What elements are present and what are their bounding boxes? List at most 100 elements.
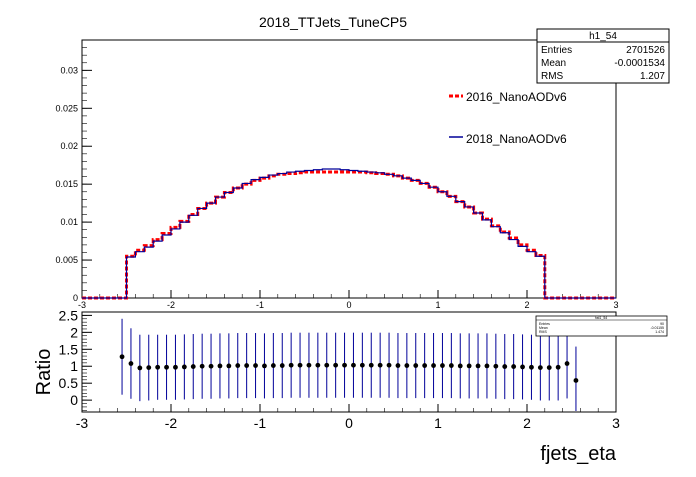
ratio-point — [270, 363, 276, 368]
ratio-axis-label: Ratio — [33, 349, 55, 396]
legend-label-2016: 2016_NanoAODv6 — [466, 90, 567, 104]
legend-label-2018: 2018_NanoAODv6 — [466, 132, 567, 146]
bottom-y-tick-label: 1 — [70, 358, 78, 374]
ratio-point — [262, 363, 267, 369]
bottom-x-tick-label: 2 — [523, 415, 531, 431]
ratio-point — [235, 363, 241, 368]
top-y-tick-label: 0.02 — [60, 141, 78, 151]
top-x-axis: -3 -2 -1 0 1 2 3 — [78, 290, 619, 310]
ratio-point — [190, 364, 196, 369]
ratio-point — [395, 363, 401, 368]
ratio-point — [342, 362, 347, 368]
ratio-point — [226, 363, 232, 369]
mini-entries-value: 90 — [660, 322, 664, 326]
ratio-point — [217, 363, 223, 369]
top-x-tick-label: 3 — [613, 300, 618, 310]
bottom-x-tick-label: -1 — [254, 415, 267, 431]
top-x-tick-label: -3 — [78, 300, 86, 310]
bottom-x-tick-label: -3 — [76, 415, 89, 431]
ratio-point — [288, 362, 294, 368]
histograms — [82, 168, 616, 300]
ratio-point — [315, 362, 321, 368]
top-frame — [81, 39, 617, 299]
ratio-point — [199, 363, 205, 369]
ratio-point — [119, 354, 125, 360]
top-y-tick-label: 0.025 — [55, 103, 78, 113]
ratio-point — [537, 365, 543, 370]
ratio-point — [386, 362, 392, 368]
stats-entries-value: 2701526 — [626, 45, 665, 56]
ratio-point — [146, 365, 152, 370]
ratio-point — [422, 363, 428, 368]
bottom-y-tick-label: 2.5 — [59, 307, 79, 323]
ratio-point — [377, 362, 383, 368]
ratio-point — [413, 363, 419, 368]
ratio-point — [128, 361, 134, 366]
top-y-tick-label: 0.01 — [60, 217, 78, 227]
ratio-point — [511, 364, 517, 369]
ratio-point — [324, 362, 330, 368]
mini-stats-name: hst1_54 — [595, 316, 608, 320]
legend: 2016_NanoAODv6 2018_NanoAODv6 — [449, 90, 567, 146]
stats-mean-value: -0.0001534 — [614, 58, 665, 69]
ratio-point — [564, 361, 570, 366]
mini-rms-label: RMS — [539, 330, 547, 334]
bottom-y-tick-label: 0.5 — [59, 375, 79, 391]
stats-rms-value: 1.207 — [640, 71, 665, 82]
bottom-x-tick-label: 1 — [434, 415, 442, 431]
ratio-point — [520, 364, 525, 370]
mini-mean-value: -0.01155 — [650, 326, 664, 330]
ratio-point — [333, 362, 339, 368]
bottom-x-tick-label: -2 — [165, 415, 178, 431]
bottom-y-tick-label: 0 — [70, 392, 78, 408]
bottom-x-tick-label: 0 — [345, 415, 353, 431]
mini-mean-label: Mean — [539, 326, 548, 330]
ratio-point — [555, 364, 561, 370]
stats-entries-label: Entries — [541, 45, 572, 56]
mini-entries-label: Entries — [539, 322, 550, 326]
top-x-tick-label: 2 — [524, 300, 529, 310]
x-axis-label: fjets_eta — [540, 443, 616, 465]
chart-title: 2018_TTJets_TuneCP5 — [259, 14, 407, 30]
ratio-point — [440, 363, 445, 368]
ratio-point — [431, 363, 436, 368]
stats-box-name: h1_54 — [589, 31, 617, 42]
ratio-point — [208, 363, 214, 369]
histogram-2018 — [82, 168, 616, 299]
ratio-point — [359, 362, 365, 368]
bottom-y-tick-label: 1.5 — [59, 341, 79, 357]
ratio-point — [244, 363, 250, 368]
top-y-tick-label: 0 — [73, 293, 78, 303]
bottom-x-axis: -3 -2 -1 0 1 2 3 — [76, 404, 620, 431]
ratio-point — [253, 363, 258, 368]
bottom-x-tick-label: 3 — [612, 415, 620, 431]
ratio-point — [173, 364, 178, 370]
ratio-point — [404, 363, 410, 368]
top-x-tick-label: -2 — [167, 300, 175, 310]
ratio-point — [457, 363, 463, 369]
ratio-point — [306, 362, 312, 368]
top-y-tick-label: 0.005 — [55, 255, 78, 265]
ratio-point — [448, 363, 454, 368]
ratio-point — [484, 363, 490, 369]
ratio-point — [297, 362, 303, 368]
ratio-point — [351, 362, 356, 368]
ratio-point — [466, 363, 472, 369]
top-x-tick-label: 0 — [346, 300, 351, 310]
mini-stats-box[interactable]: hst1_54 Entries 90 Mean -0.01155 RMS 1.4… — [535, 315, 668, 337]
stats-mean-label: Mean — [541, 58, 566, 69]
stats-box[interactable]: h1_54 Entries 2701526 Mean -0.0001534 RM… — [536, 28, 670, 84]
bottom-y-axis: 00.511.522.5 — [59, 307, 92, 411]
top-y-axis: 0 0.005 0.01 0.015 0.02 0.025 0.03 — [55, 47, 92, 303]
stats-rms-label: RMS — [541, 71, 564, 82]
ratio-point — [137, 365, 143, 371]
ratio-point — [279, 363, 285, 368]
top-y-tick-label: 0.015 — [55, 179, 78, 189]
ratio-point — [368, 362, 374, 368]
ratio-point — [164, 364, 169, 370]
ratio-point — [546, 365, 552, 370]
ratio-point — [502, 364, 508, 369]
top-x-tick-label: -1 — [256, 300, 264, 310]
